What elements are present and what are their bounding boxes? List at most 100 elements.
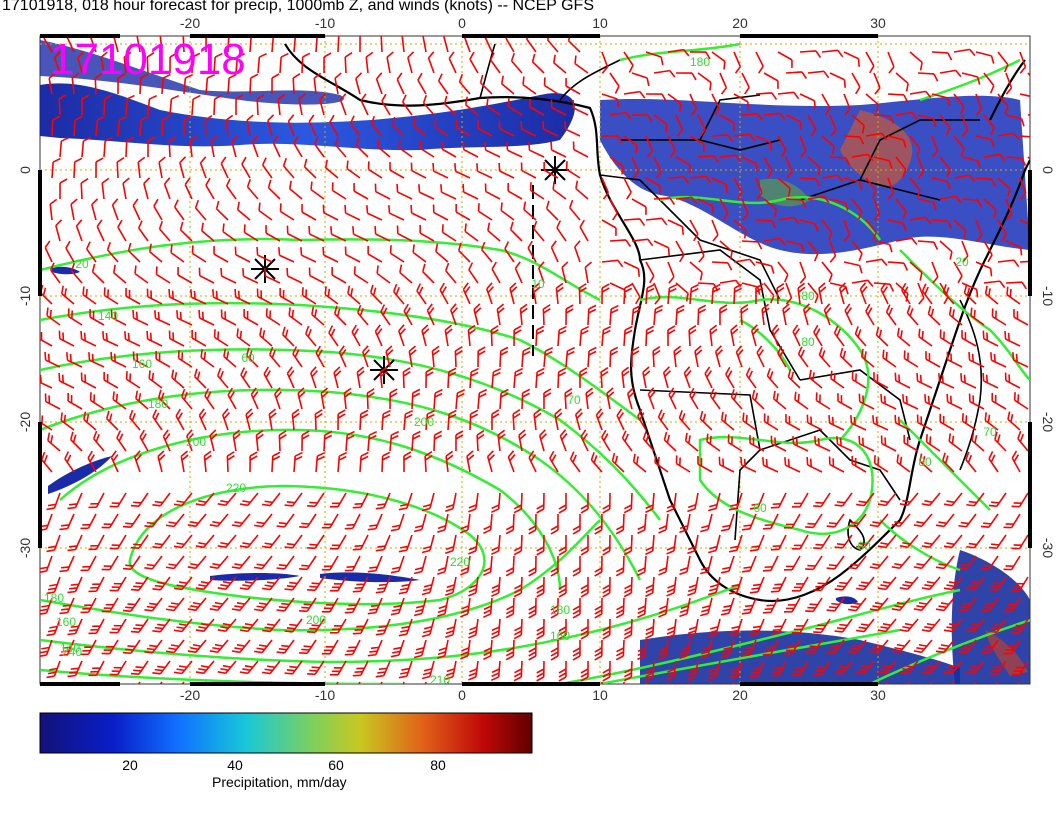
wind-barb — [637, 681, 647, 684]
wind-barb — [421, 492, 435, 512]
wind-barb — [431, 345, 440, 368]
wind-barb — [299, 513, 317, 529]
wind-barb — [254, 597, 273, 612]
wind-barb — [763, 198, 777, 218]
wind-barb — [675, 72, 697, 81]
wind-barb — [558, 576, 567, 598]
wind-barb — [602, 660, 611, 682]
wind-barb — [375, 618, 391, 636]
wind-barb — [844, 303, 853, 326]
colorbar-tick-20: 20 — [122, 757, 138, 773]
wind-barb — [464, 96, 479, 116]
wind-barb — [894, 414, 911, 431]
wind-barb — [148, 370, 163, 389]
wind-barb — [683, 366, 692, 389]
wind-barb — [159, 36, 168, 53]
wind-barb — [59, 639, 75, 657]
wind-barb — [330, 226, 347, 242]
wind-barb — [730, 389, 743, 410]
wind-barb — [762, 555, 779, 572]
wind-barb — [975, 261, 993, 277]
contour-value-label: 220 — [226, 481, 246, 495]
wind-barb — [1011, 576, 1029, 592]
wind-barb — [468, 534, 479, 555]
wind-barb — [558, 618, 567, 640]
wind-barb — [344, 204, 361, 221]
wind-barb — [425, 409, 435, 431]
wind-barb — [88, 618, 105, 635]
wind-barb — [916, 414, 933, 431]
wind-barb — [284, 576, 303, 591]
wind-barb — [513, 492, 523, 514]
wind-barb — [675, 196, 698, 205]
wind-barb — [279, 203, 295, 221]
wind-barb — [799, 135, 807, 158]
wind-barb — [851, 371, 867, 389]
wind-barb — [895, 198, 907, 220]
wind-barb — [217, 492, 237, 507]
wind-barb — [725, 366, 735, 389]
wind-barb — [536, 660, 545, 682]
wind-barb — [46, 534, 61, 553]
wind-barb — [246, 114, 254, 137]
wind-barb — [829, 240, 837, 263]
wind-barb — [173, 534, 193, 549]
wind-barb — [756, 345, 765, 368]
wind-barb — [645, 325, 655, 347]
lon-label-bottom: -20 — [180, 687, 200, 703]
wind-barb — [381, 451, 391, 473]
wind-barb — [623, 218, 646, 227]
wind-barb — [80, 555, 97, 572]
wind-barb — [500, 75, 515, 95]
wind-barb — [124, 331, 141, 347]
wind-barb — [286, 267, 303, 284]
wind-barb — [379, 366, 388, 389]
wind-barb — [1006, 286, 1021, 305]
wind-barb — [499, 388, 509, 410]
wind-barb — [761, 303, 770, 326]
wind-barb — [69, 431, 83, 452]
wind-barb — [337, 409, 346, 431]
wind-barb — [89, 392, 105, 410]
wind-barb — [917, 198, 937, 211]
wind-barb — [621, 366, 630, 389]
wind-barb — [518, 429, 527, 452]
wind-barb — [500, 202, 515, 221]
lat-label-left: -30 — [17, 538, 33, 558]
wind-barb — [966, 618, 985, 633]
wind-barb — [496, 303, 505, 326]
wind-barb — [157, 450, 166, 473]
wind-barb — [432, 162, 449, 179]
wind-barb — [381, 409, 391, 431]
contour-value-label: 210 — [430, 673, 450, 687]
wind-barb — [186, 429, 194, 452]
wind-barb — [895, 111, 918, 120]
wind-barb — [631, 114, 653, 123]
wind-barb — [762, 513, 779, 530]
wind-barb — [899, 576, 919, 591]
wind-barb — [351, 324, 361, 347]
wind-barb — [367, 639, 383, 657]
wind-barb — [799, 261, 807, 284]
wind-barb — [489, 52, 501, 74]
wind-barb — [421, 660, 435, 680]
wind-barb — [369, 284, 383, 305]
wind-barb — [386, 51, 394, 74]
wind-barb — [777, 135, 787, 158]
wind-barb — [939, 413, 955, 431]
wind-barb — [413, 597, 427, 617]
wind-barb — [975, 219, 983, 242]
wind-barb — [352, 576, 369, 593]
wind-barb — [961, 413, 977, 431]
wind-barb — [877, 534, 897, 549]
wind-barb — [943, 660, 963, 675]
wind-barb — [826, 513, 845, 528]
wind-barb — [988, 534, 1007, 549]
wind-barb — [770, 576, 787, 593]
wind-barb — [519, 303, 528, 326]
wind-barb — [343, 387, 352, 410]
wind-barb — [750, 324, 760, 347]
wind-barb — [805, 639, 823, 655]
wind-barb — [550, 99, 567, 116]
wind-barb — [1027, 111, 1030, 120]
